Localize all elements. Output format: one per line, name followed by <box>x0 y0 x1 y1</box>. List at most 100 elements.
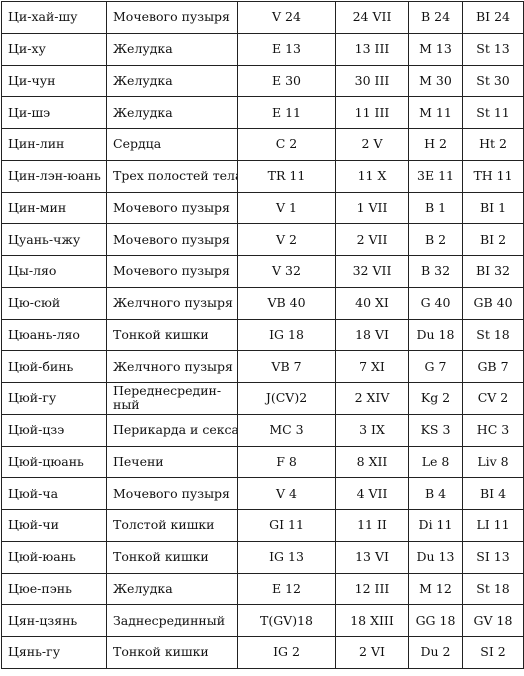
point-name-cell: Ци-хай-шу <box>1 1 107 34</box>
code-french-cell: T(GV)18 <box>237 604 336 637</box>
code-french-cell: V 24 <box>237 1 336 34</box>
meridian-cell: Тонкой кишки <box>106 318 238 352</box>
table-row: Цюе-пэнь Желудка E 12 12 III M 12 St 18 <box>1 572 524 606</box>
code-english-cell: BI 2 <box>462 223 524 256</box>
point-name-cell: Цин-мин <box>1 191 107 225</box>
point-name-cell: Цю-сюй <box>1 286 107 320</box>
code-french-cell: V 4 <box>237 477 336 510</box>
point-name-cell: Цянь-гу <box>1 636 107 669</box>
code-english-cell: St 11 <box>462 96 524 129</box>
code-roman-cell: 24 VII <box>335 1 409 34</box>
code-german-cell: GG 18 <box>408 604 463 637</box>
table-row: Ци-хай-шу Мочевого пузыря V 24 24 VII B 24 BI… <box>1 1 524 34</box>
meridian-cell: Мочевого пузыря <box>106 1 238 34</box>
meridian-cell: Печени <box>106 445 238 479</box>
code-roman-cell: 3 IX <box>335 413 409 447</box>
code-french-cell: V 1 <box>237 191 336 225</box>
code-roman-cell: 11 X <box>335 159 409 193</box>
point-name-cell: Цюй-цюань <box>1 445 107 479</box>
code-german-cell: H 2 <box>408 128 463 161</box>
code-german-cell: Le 8 <box>408 445 463 479</box>
code-french-cell: E 30 <box>237 64 336 98</box>
meridian-cell: Мочевого пузыря <box>106 477 238 510</box>
code-french-cell: E 11 <box>237 96 336 129</box>
code-english-cell: SI 13 <box>462 540 524 574</box>
code-roman-cell: 11 II <box>335 509 409 542</box>
code-french-cell: VB 40 <box>237 286 336 320</box>
code-german-cell: Du 18 <box>408 318 463 352</box>
code-roman-cell: 2 VI <box>335 636 409 669</box>
table-row: Ци-чун Желудка E 30 30 III M 30 St 30 <box>1 64 524 98</box>
code-roman-cell: 1 VII <box>335 191 409 225</box>
code-english-cell: BI 1 <box>462 191 524 225</box>
code-english-cell: Liv 8 <box>462 445 524 479</box>
code-french-cell: E 13 <box>237 32 336 66</box>
meridian-cell: Толстой кишки <box>106 509 238 542</box>
code-german-cell: KS 3 <box>408 413 463 447</box>
point-name-cell: Ци-чун <box>1 64 107 98</box>
meridian-cell: Тонкой кишки <box>106 636 238 669</box>
code-roman-cell: 13 VI <box>335 540 409 574</box>
meridian-cell: Желудка <box>106 32 238 66</box>
code-french-cell: V 2 <box>237 223 336 256</box>
meridian-cell: Желудка <box>106 64 238 98</box>
code-french-cell: V 32 <box>237 255 336 288</box>
code-english-cell: BI 4 <box>462 477 524 510</box>
code-english-cell: St 30 <box>462 64 524 98</box>
code-roman-cell: 30 III <box>335 64 409 98</box>
table-row: Цю-сюй Желчного пузыря VB 40 40 XI G 40 GB 40 <box>1 286 524 320</box>
code-german-cell: M 30 <box>408 64 463 98</box>
meridian-cell: Мочевого пузыря <box>106 191 238 225</box>
code-french-cell: IG 13 <box>237 540 336 574</box>
code-french-cell: MC 3 <box>237 413 336 447</box>
code-roman-cell: 32 VII <box>335 255 409 288</box>
table-row: Цы-ляо Мочевого пузыря V 32 32 VII B 32 BI 32 <box>1 255 524 288</box>
code-roman-cell: 11 III <box>335 96 409 129</box>
code-german-cell: Du 2 <box>408 636 463 669</box>
code-english-cell: GV 18 <box>462 604 524 637</box>
code-roman-cell: 2 V <box>335 128 409 161</box>
code-german-cell: M 13 <box>408 32 463 66</box>
point-name-cell: Цюй-цзэ <box>1 413 107 447</box>
point-name-cell: Цюе-пэнь <box>1 572 107 606</box>
point-name-cell: Цюй-бинь <box>1 350 107 383</box>
code-roman-cell: 8 XII <box>335 445 409 479</box>
code-german-cell: B 4 <box>408 477 463 510</box>
point-name-cell: Цюань-ляо <box>1 318 107 352</box>
code-german-cell: Kg 2 <box>408 382 463 415</box>
code-french-cell: IG 2 <box>237 636 336 669</box>
meridian-cell: Тонкой кишки <box>106 540 238 574</box>
code-french-cell: VB 7 <box>237 350 336 383</box>
code-roman-cell: 4 VII <box>335 477 409 510</box>
code-english-cell: SI 2 <box>462 636 524 669</box>
meridian-cell: Перикарда и секса <box>106 413 238 447</box>
point-name-cell: Ци-шэ <box>1 96 107 129</box>
table-row: Ци-шэ Желудка E 11 11 III M 11 St 11 <box>1 96 524 129</box>
table-row: Цюй-чи Толстой кишки GI 11 11 II Di 11 LI 11 <box>1 509 524 542</box>
code-german-cell: B 24 <box>408 1 463 34</box>
code-french-cell: E 12 <box>237 572 336 606</box>
code-german-cell: G 40 <box>408 286 463 320</box>
code-english-cell: TH 11 <box>462 159 524 193</box>
code-english-cell: LI 11 <box>462 509 524 542</box>
code-english-cell: GB 7 <box>462 350 524 383</box>
meridian-cell: Сердца <box>106 128 238 161</box>
code-roman-cell: 2 VII <box>335 223 409 256</box>
table-row: Цюй-юань Тонкой кишки IG 13 13 VI Du 13 SI 13 <box>1 540 524 574</box>
code-roman-cell: 2 XIV <box>335 382 409 415</box>
code-roman-cell: 13 III <box>335 32 409 66</box>
point-name-cell: Цян-цзянь <box>1 604 107 637</box>
code-english-cell: St 18 <box>462 318 524 352</box>
point-name-cell: Цуань-чжу <box>1 223 107 256</box>
code-roman-cell: 18 XIII <box>335 604 409 637</box>
code-english-cell: HC 3 <box>462 413 524 447</box>
code-french-cell: J(CV)2 <box>237 382 336 415</box>
code-english-cell: St 18 <box>462 572 524 606</box>
